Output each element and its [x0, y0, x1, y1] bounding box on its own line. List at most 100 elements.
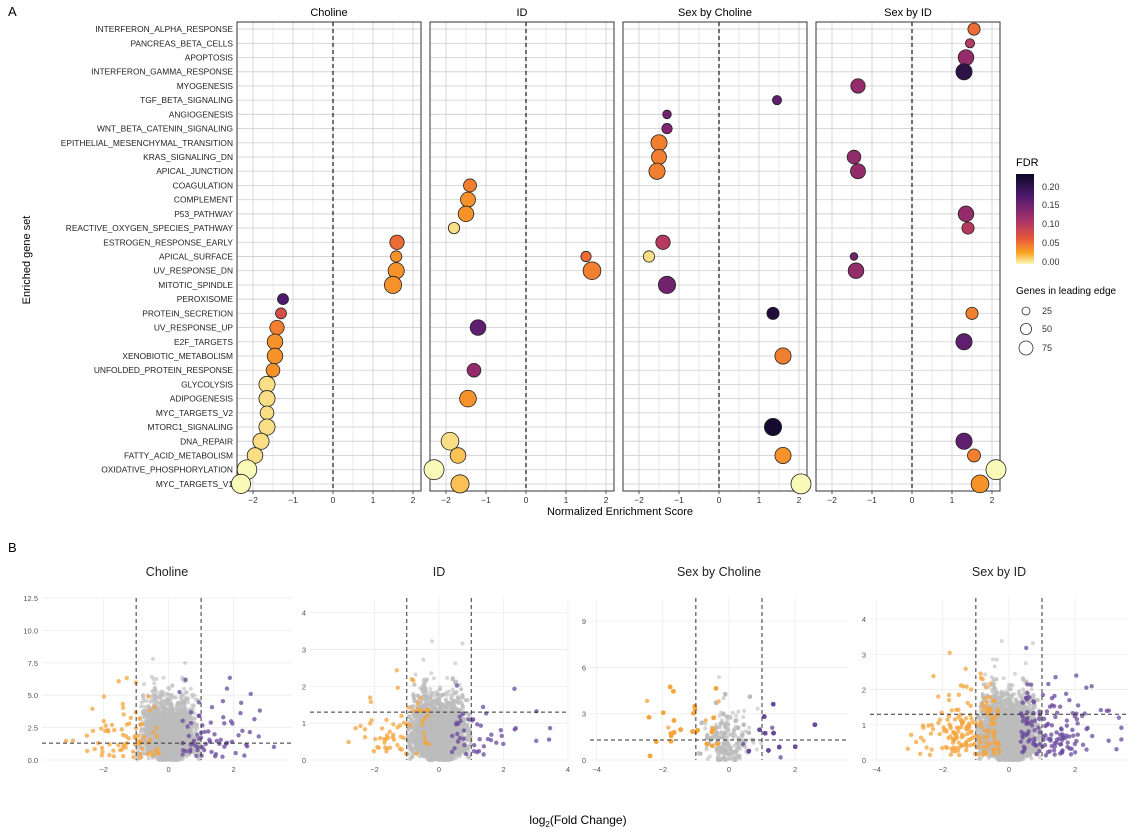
volcano-point-up: [252, 716, 257, 722]
volcano-point-ns: [151, 734, 156, 739]
pathway-label: WNT_BETA_CATENIN_SIGNALING: [97, 124, 233, 134]
volcano-point-ns: [158, 740, 163, 745]
volcano-point-ns: [150, 689, 155, 694]
enrichment-dot: [258, 418, 276, 436]
x-tick-label: 2: [501, 765, 505, 774]
pathway-label: APICAL_SURFACE: [159, 252, 233, 262]
volcano-point-down: [107, 752, 112, 758]
volcano-point-ns: [166, 724, 171, 729]
volcano-point-up: [195, 747, 200, 753]
volcano-point-ns: [150, 657, 155, 662]
y-tick-label: 4: [302, 609, 306, 618]
volcano-point-down: [136, 733, 141, 739]
volcano-point-down: [120, 701, 126, 707]
size-legend-swatch: [1020, 322, 1033, 335]
volcano-point-ns: [190, 694, 195, 699]
volcano-title: Choline: [146, 565, 188, 579]
volcano-point-ns: [169, 692, 174, 697]
enrichment-dot: [460, 191, 476, 208]
volcano-point-down: [130, 749, 136, 754]
volcano-point-ns: [167, 754, 172, 759]
pathway-label: GLYCOLYSIS: [181, 379, 233, 389]
volcano-point-ns: [173, 695, 178, 700]
volcano-point-down: [90, 728, 96, 734]
volcano-point-up: [196, 700, 202, 705]
volcano-point-down: [99, 745, 105, 751]
enrichment-dot: [970, 474, 990, 494]
volcano-point-down: [121, 712, 126, 717]
facet-border: [622, 21, 808, 492]
pathway-label: COMPLEMENT: [174, 195, 233, 205]
volcano-point-up: [224, 686, 230, 691]
y-tick-label: 7.5: [28, 659, 38, 668]
volcano-point-ns: [162, 733, 167, 738]
panel-a-pathway-labels: INTERFERON_ALPHA_RESPONSEPANCREAS_BETA_C…: [61, 24, 234, 489]
pathway-label: KRAS_SIGNALING_DN: [143, 152, 233, 162]
facet-sex-by-id: Sex by ID−2 −1 0 1 2: [815, 7, 1007, 505]
volcano-point-ns: [146, 756, 151, 761]
volcano-point-down: [137, 716, 142, 721]
y-tick-label: 5.0: [28, 691, 38, 700]
enrichment-dot: [277, 293, 289, 306]
enrichment-dot: [469, 319, 487, 336]
fdr-tick-label: 0.10: [1042, 219, 1060, 229]
volcano-point-ns: [189, 729, 194, 734]
enrichment-dot: [447, 222, 461, 235]
y-tick-label: 10.0: [23, 626, 38, 635]
facet-title: Sex by ID: [884, 7, 932, 19]
volcano-point-up: [183, 677, 188, 682]
x-tick-label: 1: [564, 495, 569, 505]
pathway-label: PANCREAS_BETA_CELLS: [130, 38, 233, 48]
volcano-point-ns: [151, 721, 156, 726]
x-tick-label: −1: [867, 495, 877, 505]
volcano-points: [63, 657, 277, 762]
volcano-point-down: [139, 746, 145, 751]
enrichment-dot: [648, 162, 666, 180]
enrichment-dot: [259, 405, 275, 421]
pathway-label: MITOTIC_SPINDLE: [158, 280, 233, 290]
enrichment-dot: [766, 306, 780, 320]
volcano-point-ns: [182, 686, 187, 691]
volcano-point-ns: [170, 714, 175, 719]
volcano-point-up: [212, 732, 217, 737]
enrichment-dot: [955, 333, 973, 351]
volcano-point-up: [248, 691, 253, 697]
volcano-point-up: [238, 710, 243, 716]
enrichment-dot: [849, 252, 859, 261]
x-tick-label: 0: [167, 765, 171, 774]
volcano-point-ns: [161, 729, 166, 734]
pathway-label: MYC_TARGETS_V1: [156, 479, 233, 489]
x-tick-label: −2: [634, 495, 644, 505]
volcano-point-ns: [150, 716, 155, 721]
volcano-point-up: [233, 750, 238, 756]
pathway-label: INTERFERON_GAMMA_RESPONSE: [91, 67, 233, 77]
volcano-point-down: [124, 722, 130, 727]
volcano-point-ns: [145, 744, 150, 749]
facet-choline: Choline−2 −1 0 1 2: [231, 7, 422, 505]
x-tick-label: −2: [370, 765, 379, 774]
enrichment-dot: [650, 134, 668, 152]
enrichment-dot: [965, 38, 975, 49]
volcano-point-ns: [144, 721, 149, 726]
enrichment-dot: [847, 262, 865, 279]
volcano-point-up: [180, 718, 185, 724]
x-tick-label: 0: [910, 495, 915, 505]
volcano-point-up: [220, 699, 226, 704]
pathway-label: REACTIVE_OXYGEN_SPECIES_PATHWAY: [66, 223, 234, 233]
volcano-point-down: [98, 726, 104, 731]
panel-b-label: B: [8, 540, 17, 555]
volcano-point-ns: [181, 727, 186, 732]
volcano-point-ns: [175, 700, 180, 705]
volcano-point-down: [111, 727, 117, 733]
enrichment-dot: [774, 347, 792, 365]
enrichment-dot: [459, 389, 477, 408]
x-tick-label: −2: [441, 495, 451, 505]
pathway-label: PEROXISOME: [177, 294, 234, 304]
fdr-tick-label: 0.05: [1042, 238, 1060, 248]
volcano-point-ns: [162, 739, 167, 744]
volcano-point-ns: [428, 687, 433, 692]
pathway-label: TGF_BETA_SIGNALING: [140, 95, 233, 105]
size-legend-swatch: [1018, 340, 1034, 356]
volcano-point-down: [131, 754, 136, 760]
